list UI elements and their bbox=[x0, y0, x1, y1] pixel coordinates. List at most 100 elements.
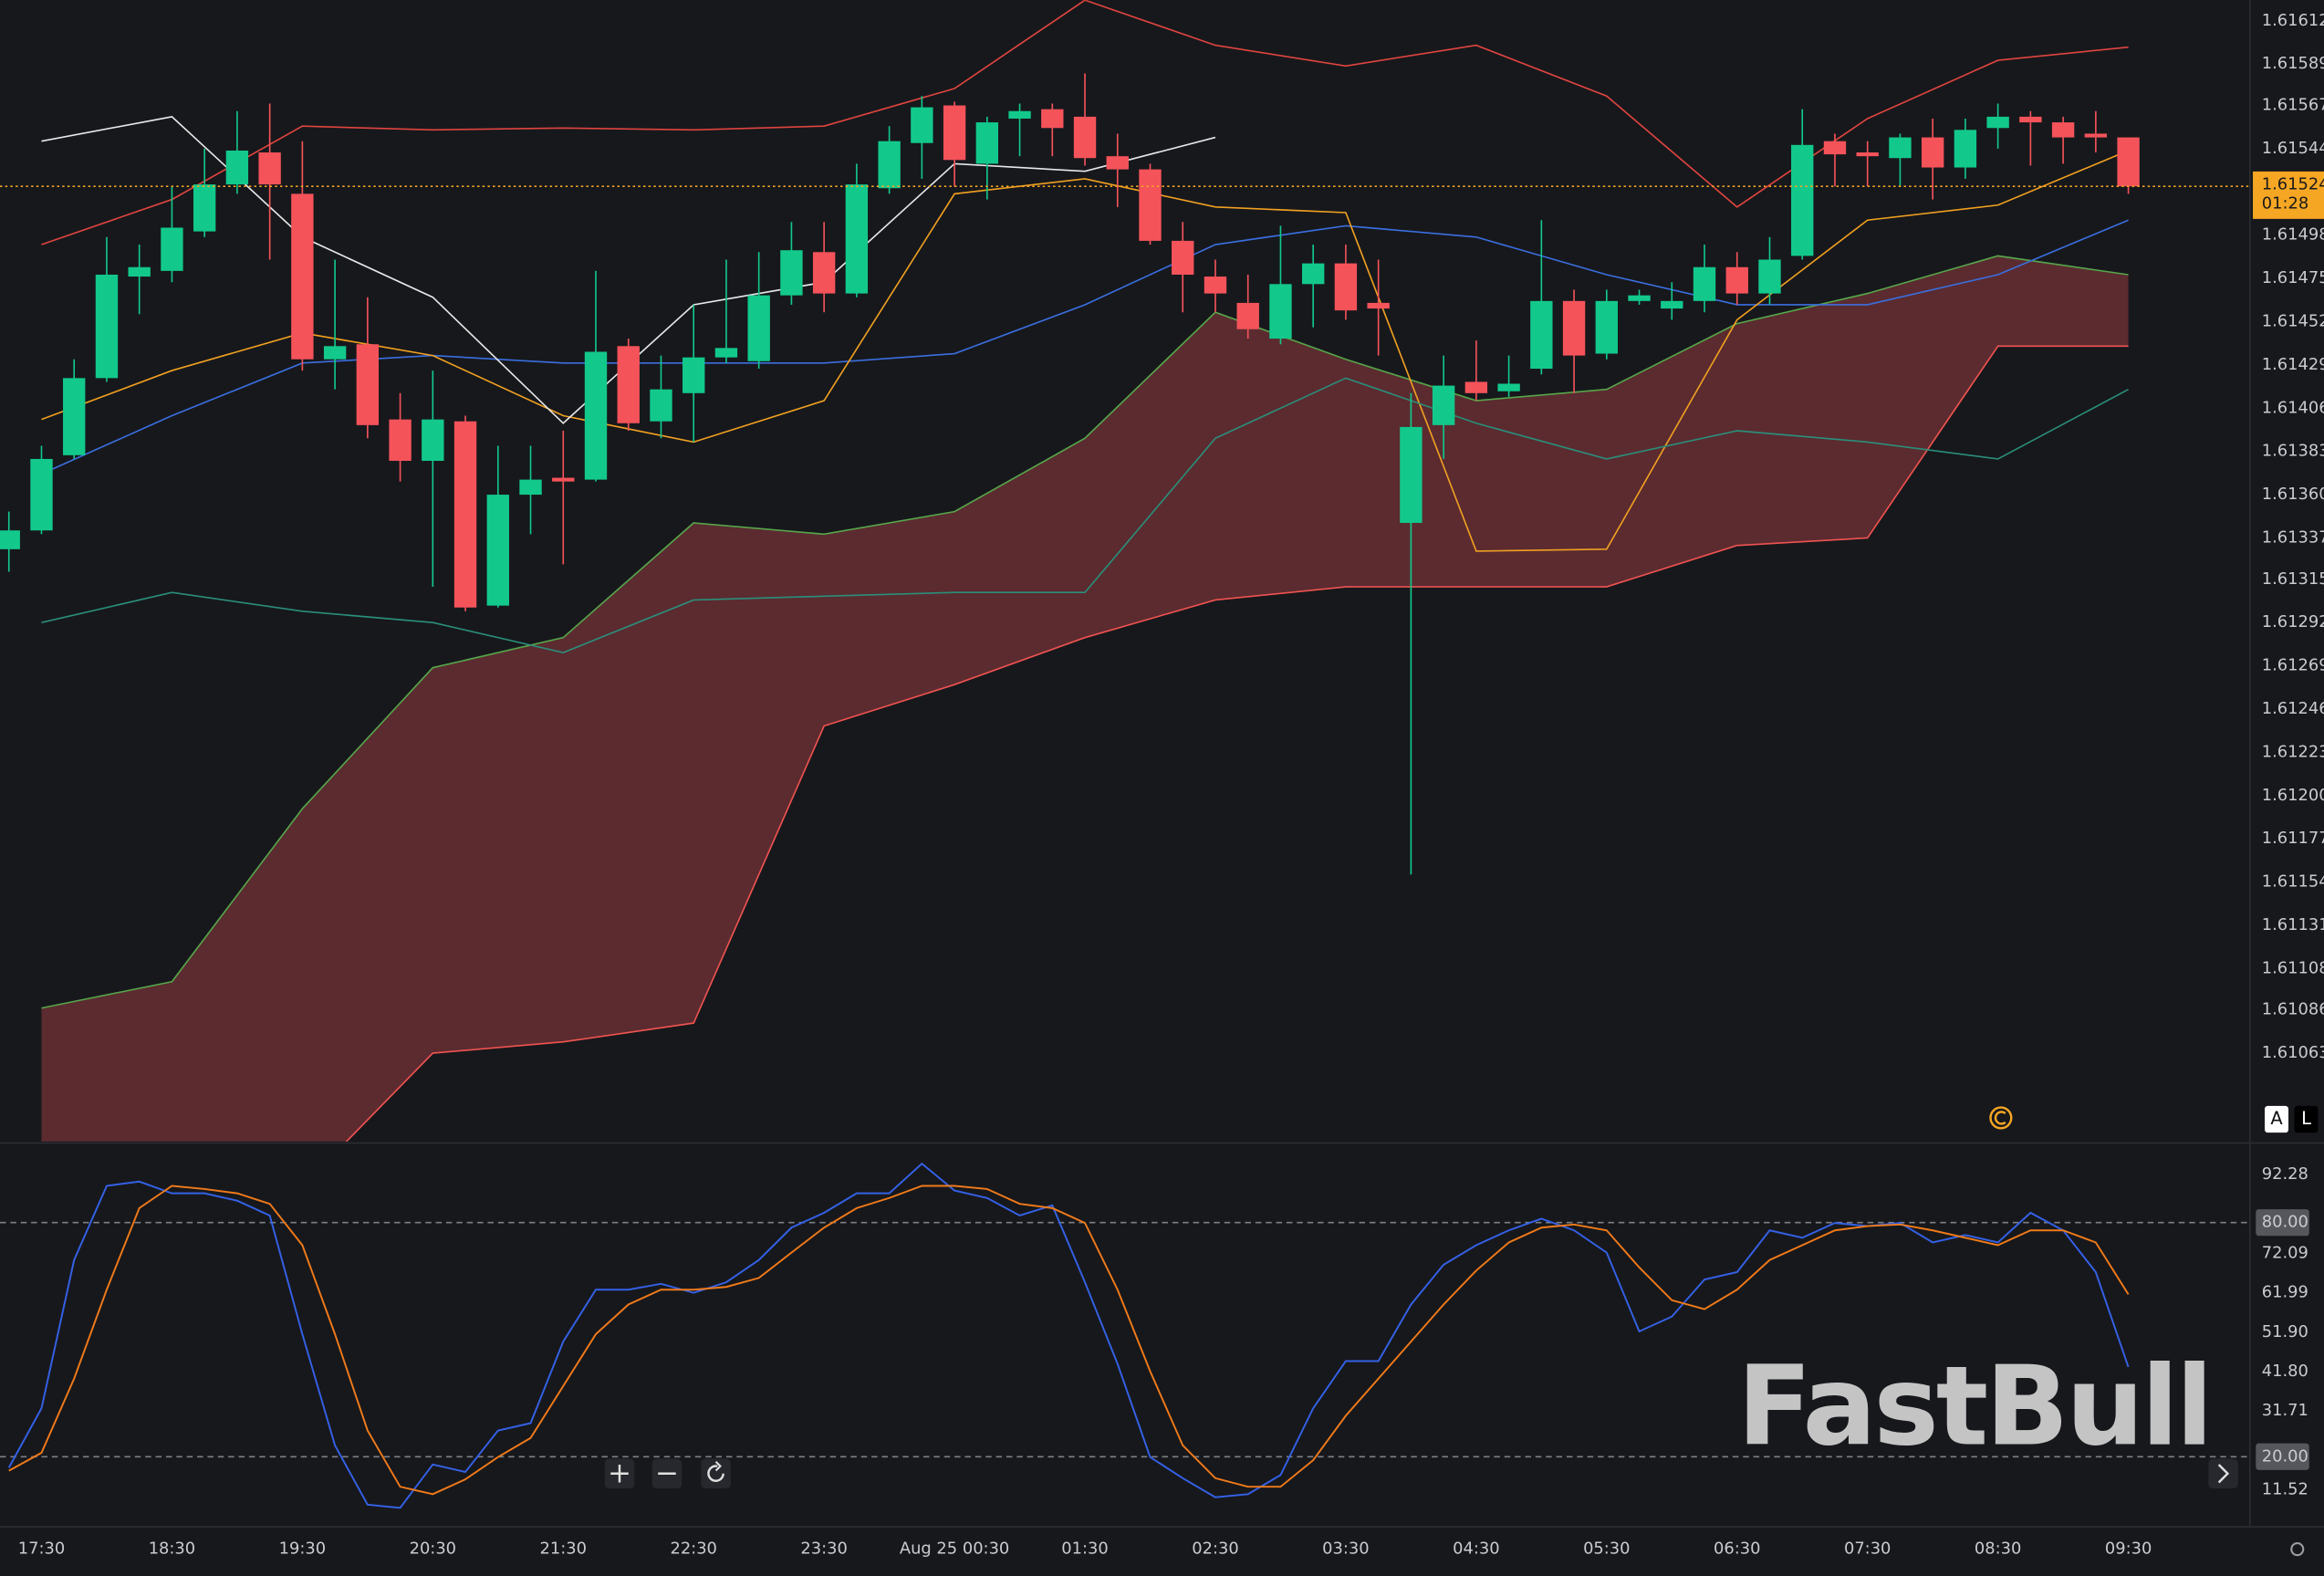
oscillator-line bbox=[8, 1185, 2130, 1496]
candle-body bbox=[714, 348, 738, 358]
candle-body bbox=[1367, 302, 1390, 309]
overlay-line bbox=[41, 0, 2129, 245]
candle-body bbox=[1628, 295, 1651, 301]
candle-body bbox=[1889, 137, 1912, 159]
candle-body bbox=[128, 266, 151, 277]
y-tick-label: 1.61292 bbox=[2262, 612, 2324, 631]
y-tick-label: 1.61315 bbox=[2262, 569, 2324, 589]
y-tick-label: 1.61612 bbox=[2262, 11, 2324, 30]
x-tick-label: 18:30 bbox=[149, 1539, 195, 1559]
main-plot bbox=[0, 0, 2250, 1142]
y-tick-label: 1.61063 bbox=[2262, 1043, 2324, 1062]
y-tick-label: 1.61269 bbox=[2262, 656, 2324, 675]
watermark: FastBull bbox=[1737, 1342, 2211, 1470]
x-tick-label: 23:30 bbox=[800, 1539, 847, 1559]
y-tick-label: 1.61246 bbox=[2262, 699, 2324, 718]
auto-button-label[interactable]: A bbox=[2270, 1108, 2283, 1129]
log-button-label[interactable]: L bbox=[2301, 1108, 2311, 1129]
y-tick-label: 1.61589 bbox=[2262, 54, 2324, 73]
candle-body bbox=[1661, 300, 1683, 309]
candle-body bbox=[552, 477, 575, 482]
settings-icon[interactable] bbox=[2290, 1542, 2305, 1557]
candle-body bbox=[2019, 116, 2042, 123]
candle-body bbox=[1725, 266, 1748, 294]
y-tick-label: 1.61200 bbox=[2262, 786, 2324, 805]
x-tick-label: 09:30 bbox=[2105, 1539, 2152, 1559]
candle-body bbox=[2084, 133, 2108, 138]
x-tick-label: 04:30 bbox=[1453, 1539, 1499, 1559]
x-tick-label: 17:30 bbox=[18, 1539, 65, 1559]
level-label-box bbox=[2256, 1443, 2309, 1470]
zoom-out-button[interactable] bbox=[651, 1458, 683, 1489]
candle-body bbox=[63, 378, 86, 455]
y-tick-label: 20.00 bbox=[2262, 1446, 2308, 1466]
cloud-fill bbox=[41, 256, 2129, 1142]
y-tick-label: 1.61108 bbox=[2262, 958, 2324, 977]
candle-body bbox=[1334, 263, 1358, 311]
candle-body bbox=[1921, 137, 1944, 168]
level-label-box bbox=[2256, 1209, 2309, 1237]
candle-body bbox=[1400, 426, 1423, 523]
candle-body bbox=[1464, 381, 1488, 393]
log-button[interactable] bbox=[2294, 1105, 2319, 1133]
last-price-box bbox=[2253, 171, 2324, 219]
candle-body bbox=[1236, 302, 1259, 329]
auto-button[interactable] bbox=[2265, 1105, 2289, 1133]
candle-body bbox=[650, 389, 672, 422]
candle-body bbox=[1758, 259, 1781, 294]
candle-body bbox=[1823, 141, 1847, 155]
candle-body bbox=[519, 479, 542, 496]
copyright-icon bbox=[1989, 1106, 2013, 1130]
candle-body bbox=[1106, 156, 1129, 170]
y-tick-label: 1.61177 bbox=[2262, 829, 2324, 848]
candle-body bbox=[943, 105, 966, 161]
y-tick-label: 1.61154 bbox=[2262, 872, 2324, 892]
x-tick-label: 20:30 bbox=[410, 1539, 456, 1559]
candle-body bbox=[617, 346, 640, 423]
cloud-upper-line bbox=[41, 255, 2129, 1009]
candle-body bbox=[1432, 385, 1455, 425]
candle-body bbox=[1791, 144, 1814, 256]
y-tick-label: 61.99 bbox=[2262, 1283, 2308, 1302]
x-tick-label: Aug 25 00:30 bbox=[900, 1539, 1009, 1559]
candle-body bbox=[1302, 263, 1325, 285]
overlay-line bbox=[41, 219, 2129, 475]
candle-body bbox=[1986, 116, 2009, 129]
candle-body bbox=[95, 274, 119, 379]
candle-body bbox=[1530, 300, 1553, 370]
countdown-label: 01:28 bbox=[2262, 194, 2308, 214]
y-tick-label: 1.61223 bbox=[2262, 742, 2324, 761]
candle-body bbox=[1497, 383, 1520, 391]
candle-body bbox=[486, 495, 509, 606]
reset-button[interactable] bbox=[701, 1458, 731, 1489]
x-tick-label: 07:30 bbox=[1844, 1539, 1891, 1559]
y-tick-label: 11.52 bbox=[2262, 1480, 2308, 1499]
candle-body bbox=[1008, 110, 1031, 119]
candle-body bbox=[323, 346, 347, 360]
candle-body bbox=[747, 295, 770, 361]
x-tick-label: 19:30 bbox=[279, 1539, 326, 1559]
y-tick-label: 1.61360 bbox=[2262, 485, 2324, 504]
overlay-line bbox=[41, 377, 2129, 654]
zoom-in-button[interactable] bbox=[604, 1458, 635, 1489]
candle-body bbox=[30, 458, 53, 531]
y-tick-label: 31.71 bbox=[2262, 1401, 2308, 1420]
x-tick-label: 06:30 bbox=[1714, 1539, 1760, 1559]
y-tick-label: 1.61383 bbox=[2262, 442, 2324, 461]
candle-body bbox=[911, 107, 933, 143]
candle-body bbox=[1269, 284, 1292, 339]
candle-body bbox=[1204, 277, 1227, 294]
scroll-right-button[interactable] bbox=[2208, 1458, 2238, 1489]
candle-body bbox=[453, 421, 477, 608]
candle-body bbox=[2051, 122, 2075, 138]
y-tick-label: 1.61406 bbox=[2262, 398, 2324, 417]
oscillator-line bbox=[7, 1162, 2130, 1509]
candle-body bbox=[2117, 137, 2140, 187]
y-tick-label: 80.00 bbox=[2262, 1213, 2308, 1232]
y-tick-label: 72.09 bbox=[2262, 1244, 2308, 1263]
oscillator-plot bbox=[0, 1162, 2250, 1509]
y-tick-label: 1.61429 bbox=[2262, 355, 2324, 374]
y-tick-label: 51.90 bbox=[2262, 1322, 2308, 1341]
